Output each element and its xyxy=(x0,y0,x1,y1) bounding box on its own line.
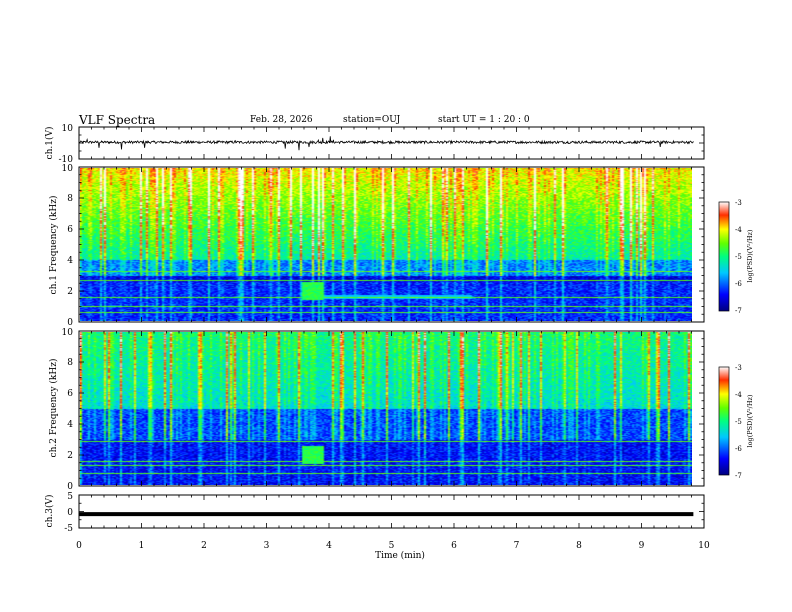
ch1-ytick-label: -10 xyxy=(59,155,74,165)
colorbar1-tick-label: -4 xyxy=(735,226,742,234)
spec2-ytick-label: 10 xyxy=(62,328,74,338)
spec1-ytick-label: 2 xyxy=(67,287,73,297)
spec2-ytick-label: 2 xyxy=(67,451,73,461)
xtick-label: 9 xyxy=(639,541,645,551)
ch3-ytick-label: -5 xyxy=(64,524,73,534)
ch1-spectrogram-image xyxy=(80,168,692,321)
colorbar2-tick-label: -6 xyxy=(735,445,742,453)
colorbar2-tick-label: -4 xyxy=(735,391,742,399)
colorbar2-tick-label: -5 xyxy=(735,418,742,426)
colorbar1-tick-label: -7 xyxy=(735,307,742,315)
colorbar1-tick-label: -3 xyxy=(735,199,742,207)
ch3-ytick-label: 5 xyxy=(67,492,73,502)
colorbar1-label: log(PSD)(V²/Hz) xyxy=(746,229,754,282)
colorbar2-label: log(PSD)(V²/Hz) xyxy=(746,394,754,447)
spec1-ytick-label: 0 xyxy=(67,318,73,328)
spec1-ylabel: ch.1 Frequency (kHz) xyxy=(48,196,59,295)
colorbar1-tick-label: -5 xyxy=(735,253,742,261)
ch2-colorbar xyxy=(718,366,730,476)
ch1-ytick-label: 10 xyxy=(62,124,74,134)
figure-title: VLF Spectra xyxy=(79,113,156,127)
spec2-ytick-label: 8 xyxy=(67,358,73,368)
xtick-label: 7 xyxy=(514,541,520,551)
xtick-label: 1 xyxy=(139,541,145,551)
x-axis-label: Time (min) xyxy=(375,550,425,561)
ch1-colorbar xyxy=(718,201,730,312)
spec2-ytick-label: 0 xyxy=(67,482,73,492)
xtick-label: 10 xyxy=(698,541,710,551)
observation-date: Feb. 28, 2026 xyxy=(250,115,313,125)
spec2-ytick-label: 4 xyxy=(67,420,73,430)
ch2-spectrogram-image xyxy=(80,332,692,485)
xtick-label: 8 xyxy=(576,541,582,551)
station-label: station=OUJ xyxy=(343,115,401,125)
xtick-label: 4 xyxy=(326,541,332,551)
spec2-ylabel: ch.2 Frequency (kHz) xyxy=(48,359,59,458)
spec1-ytick-label: 8 xyxy=(67,194,73,204)
ch1-ylabel: ch.1(V) xyxy=(44,127,55,160)
xtick-label: 6 xyxy=(451,541,457,551)
spec1-ytick-label: 10 xyxy=(62,164,74,174)
ch3-ytick-label: 0 xyxy=(67,508,73,518)
xtick-label: 3 xyxy=(264,541,270,551)
ch1-waveform-trace xyxy=(78,136,694,151)
spec1-ytick-label: 6 xyxy=(67,225,73,235)
spec2-ytick-label: 6 xyxy=(67,389,73,399)
colorbar2-tick-label: -7 xyxy=(735,472,742,480)
ch3-ylabel: ch.3(V) xyxy=(44,495,55,528)
spec1-ytick-label: 4 xyxy=(67,256,73,266)
start-ut-label: start UT = 1 : 20 : 0 xyxy=(438,115,530,125)
xtick-label: 0 xyxy=(76,541,82,551)
xtick-label: 5 xyxy=(389,541,395,551)
colorbar1-tick-label: -6 xyxy=(735,280,742,288)
xtick-label: 2 xyxy=(201,541,207,551)
axis-ticks xyxy=(78,126,705,529)
colorbar2-tick-label: -3 xyxy=(735,364,742,372)
